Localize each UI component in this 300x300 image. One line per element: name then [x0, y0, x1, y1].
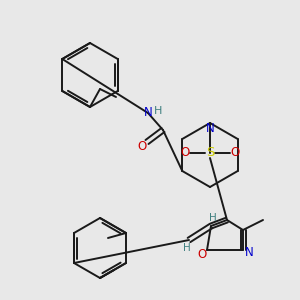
Text: S: S — [206, 146, 214, 160]
Text: O: O — [180, 146, 190, 160]
Text: H: H — [183, 243, 191, 253]
Text: N: N — [206, 122, 214, 134]
Text: H: H — [209, 213, 217, 223]
Text: O: O — [137, 140, 147, 154]
Text: H: H — [154, 106, 162, 116]
Text: N: N — [244, 247, 253, 260]
Text: O: O — [230, 146, 240, 160]
Text: N: N — [144, 106, 152, 119]
Text: O: O — [197, 248, 207, 260]
